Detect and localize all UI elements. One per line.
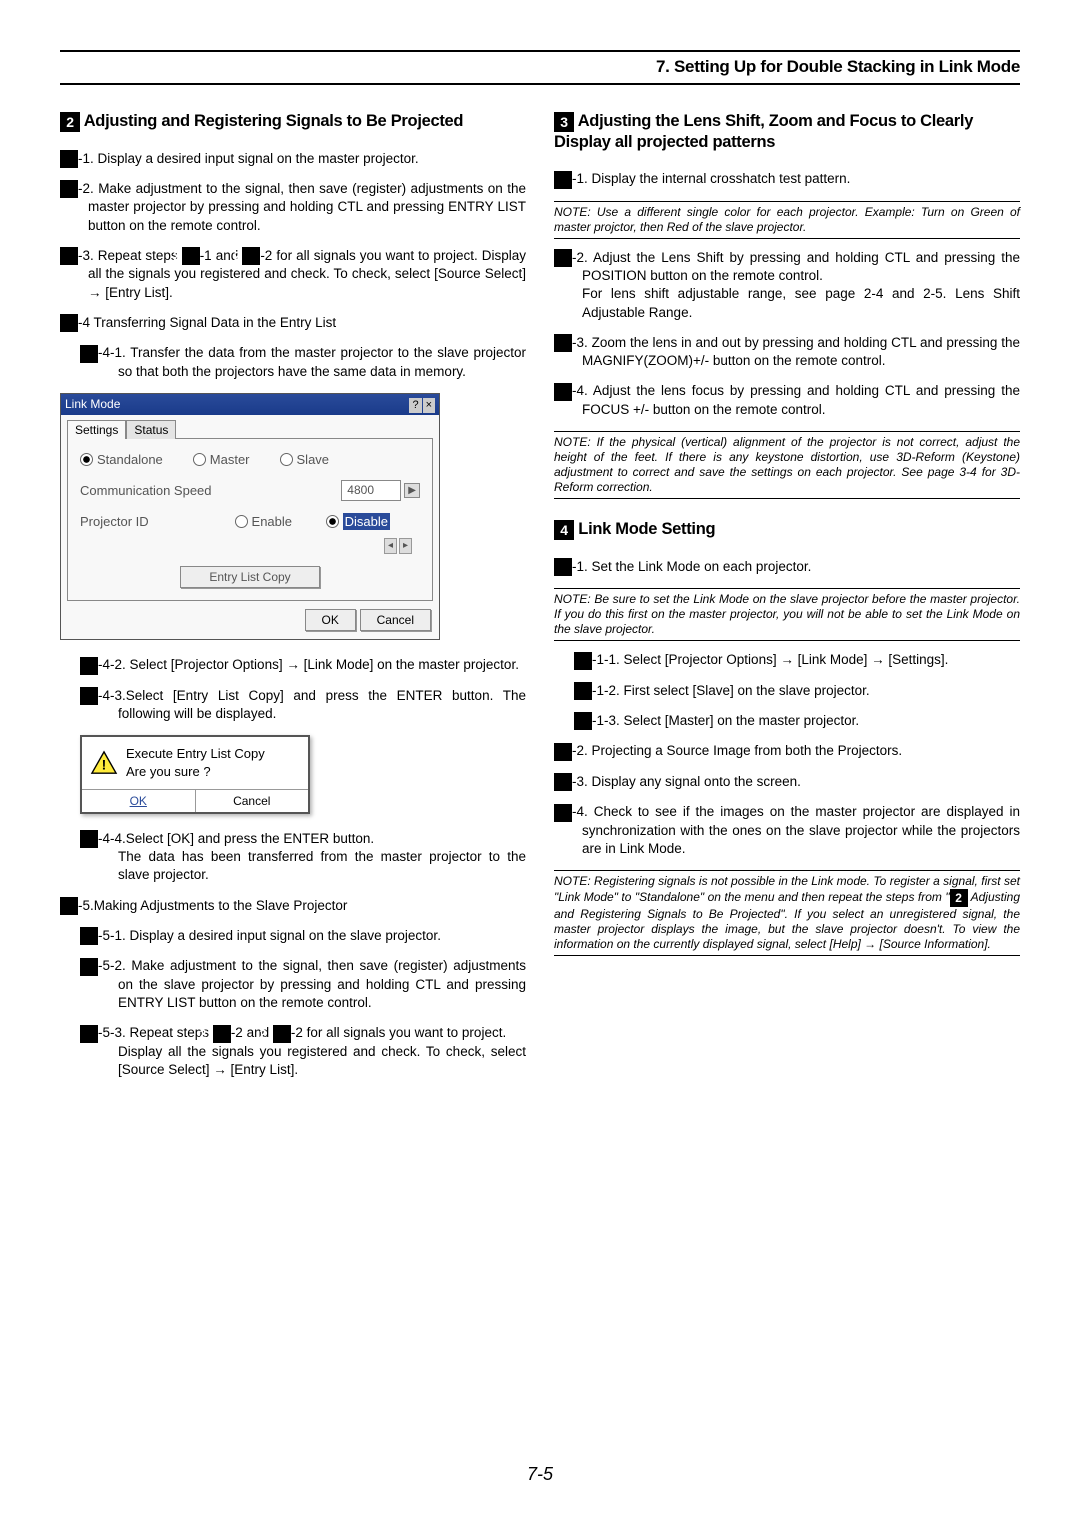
note-3-1: NOTE: Use a different single color for e… <box>554 201 1020 239</box>
step-4-1-2: 4-1-2. First select [Slave] on the slave… <box>574 682 1020 700</box>
confirm-cancel-button[interactable]: Cancel <box>196 790 309 812</box>
step-4-1-3: 4-1-3. Select [Master] on the master pro… <box>574 712 1020 730</box>
right-column: 3 Adjusting the Lens Shift, Zoom and Foc… <box>554 111 1020 1091</box>
step-3-4: 3-4. Adjust the lens focus by pressing a… <box>554 382 1020 419</box>
page-number: 7-5 <box>0 1462 1080 1486</box>
label-projector-id: Projector ID <box>80 513 235 531</box>
right-arrow-icon[interactable]: ▸ <box>399 538 412 554</box>
step-2-4-3: 2-4-3.Select [Entry List Copy] and press… <box>80 687 526 724</box>
step-3-2: 3-2. Adjust the Lens Shift by pressing a… <box>554 249 1020 322</box>
step-2-4-2: 2-4-2. Select [Projector Options] → [Lin… <box>80 656 526 674</box>
step-2-4-1: 2-4-1. Transfer the data from the master… <box>80 344 526 381</box>
page-header: 7. Setting Up for Double Stacking in Lin… <box>60 50 1020 85</box>
step-2-4-4: 2-4-4.Select [OK] and press the ENTER bu… <box>80 830 526 885</box>
radio-standalone[interactable]: Standalone <box>80 451 163 469</box>
step-4-1: 4-1. Set the Link Mode on each projector… <box>554 558 1020 576</box>
left-column: 2 Adjusting and Registering Signals to B… <box>60 111 526 1091</box>
step-2-1: 2-1. Display a desired input signal on t… <box>60 150 526 168</box>
note-3-2: NOTE: If the physical (vertical) alignme… <box>554 431 1020 499</box>
step-2-5: 2-5.Making Adjustments to the Slave Proj… <box>60 897 526 915</box>
dialog-controls: ?× <box>408 396 435 413</box>
cancel-button[interactable]: Cancel <box>360 609 431 631</box>
section2-title: 2 Adjusting and Registering Signals to B… <box>60 111 526 132</box>
input-comm-speed[interactable]: 4800 <box>341 480 401 500</box>
step-4-3: 4-3. Display any signal onto the screen. <box>554 773 1020 791</box>
section4-title: 4 Link Mode Setting <box>554 519 1020 540</box>
step-3-3: 3-3. Zoom the lens in and out by pressin… <box>554 334 1020 371</box>
step-3-1: 3-1. Display the internal crosshatch tes… <box>554 170 1020 188</box>
step-2-5-2: 2-5-2. Make adjustment to the signal, th… <box>80 957 526 1012</box>
help-icon[interactable]: ? <box>409 398 421 413</box>
radio-disable[interactable]: Disable <box>326 513 390 531</box>
note-4-1: NOTE: Be sure to set the Link Mode on th… <box>554 588 1020 641</box>
ok-button[interactable]: OK <box>305 609 356 631</box>
step-2-5-3: 2-5-3. Repeat steps 2-2 and 2-2 for all … <box>80 1024 526 1079</box>
entry-list-copy-button[interactable]: Entry List Copy <box>180 566 319 588</box>
radio-master[interactable]: Master <box>193 451 250 469</box>
label-comm-speed: Communication Speed <box>80 482 341 500</box>
warning-icon: ! <box>90 750 118 776</box>
tab-settings[interactable]: Settings <box>67 420 126 439</box>
confirm-line2: Are you sure ? <box>126 763 265 781</box>
note-4-2: NOTE: Registering signals is not possibl… <box>554 870 1020 956</box>
confirm-dialog: ! Execute Entry List CopyAre you sure ? … <box>80 735 310 813</box>
tab-status[interactable]: Status <box>126 420 176 439</box>
step-2-2: 2-2. Make adjustment to the signal, then… <box>60 180 526 235</box>
confirm-ok-button[interactable]: OK <box>82 790 196 812</box>
link-mode-dialog: Link Mode ?× SettingsStatus Standalone M… <box>60 393 440 640</box>
step-2-5-1: 2-5-1. Display a desired input signal on… <box>80 927 526 945</box>
spinner-icon[interactable]: ▶ <box>404 483 420 499</box>
step-4-4: 4-4. Check to see if the images on the m… <box>554 803 1020 858</box>
confirm-line1: Execute Entry List Copy <box>126 745 265 763</box>
step-2-4: 2-4 Transferring Signal Data in the Entr… <box>60 314 526 332</box>
svg-text:!: ! <box>102 756 107 772</box>
close-icon[interactable]: × <box>423 398 435 413</box>
left-arrow-icon[interactable]: ◂ <box>384 538 397 554</box>
step-4-1-1: 4-1-1. Select [Projector Options] → [Lin… <box>574 651 1020 669</box>
dialog-title: Link Mode <box>65 396 120 413</box>
section3-title: 3 Adjusting the Lens Shift, Zoom and Foc… <box>554 111 1020 152</box>
step-2-3: 2-3. Repeat steps 2-1 and 2-2 for all si… <box>60 247 526 302</box>
radio-enable[interactable]: Enable <box>235 513 292 531</box>
dialog-titlebar: Link Mode ?× <box>61 394 439 415</box>
step-4-2: 4-2. Projecting a Source Image from both… <box>554 742 1020 760</box>
radio-slave[interactable]: Slave <box>280 451 330 469</box>
